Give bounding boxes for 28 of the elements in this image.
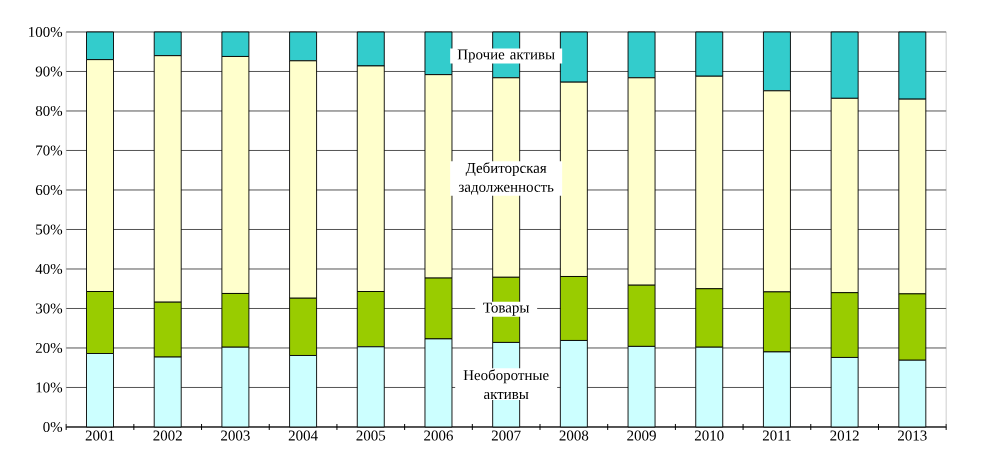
x-tick-label: 2011	[762, 430, 791, 441]
y-tick-label: 60%	[35, 184, 63, 196]
x-tick-label: 2010	[694, 430, 724, 441]
y-tick-label: 70%	[36, 145, 63, 156]
x-tick-label: 2012	[830, 430, 859, 441]
x-tick-label: 2005	[356, 430, 386, 441]
y-tick-label: 100%	[29, 26, 63, 38]
y-tick-label: 30%	[35, 303, 63, 314]
y-tick-label: 90%	[35, 66, 63, 77]
x-tick-label: 2009	[627, 430, 656, 441]
y-tick-label: 40%	[35, 263, 63, 275]
x-tick-label: 2002	[153, 430, 182, 441]
y-tick-label: 0%	[43, 421, 63, 433]
x-tick-label: 2001	[85, 430, 115, 441]
x-tick-label: 2007	[491, 430, 521, 441]
x-tick-label: 2008	[559, 430, 589, 441]
y-tick-label: 20%	[35, 342, 63, 354]
series-label: Необоротные активы	[463, 369, 549, 400]
series-label: Дебиторская задолженность	[458, 162, 554, 195]
x-tick-label: 2003	[221, 430, 250, 441]
series-label: Прочие активы	[457, 49, 555, 63]
x-tick-label: 2013	[898, 430, 927, 441]
y-tick-label: 80%	[35, 105, 63, 117]
x-tick-label: 2004	[288, 430, 318, 441]
x-tick-label: 2006	[424, 430, 453, 441]
series-label: Товары	[483, 302, 530, 316]
y-tick-label: 10%	[36, 382, 63, 393]
y-tick-label: 50%	[36, 224, 63, 235]
